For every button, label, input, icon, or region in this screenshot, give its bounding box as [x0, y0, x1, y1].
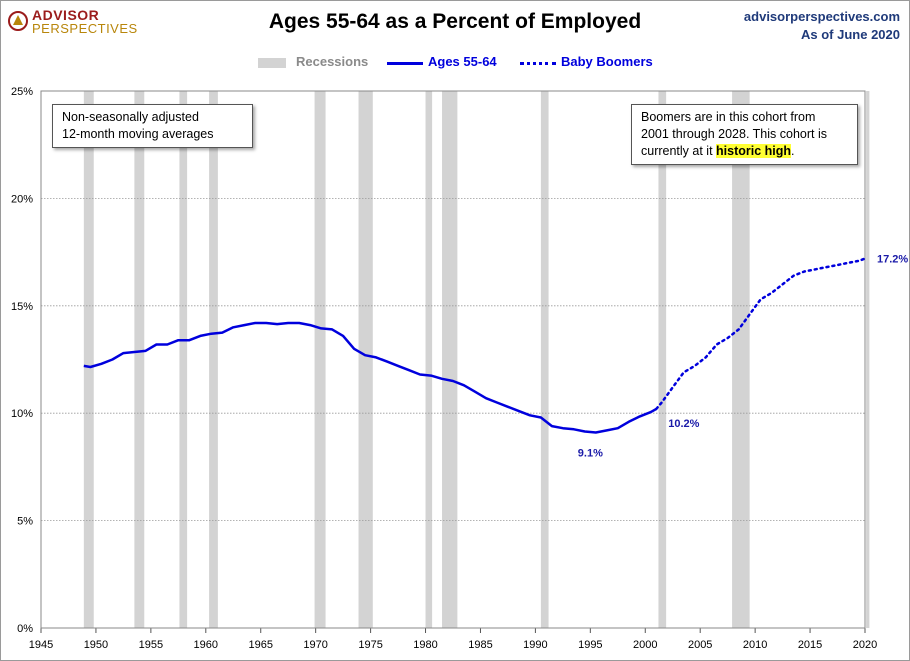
x-tick-label: 1970 [303, 639, 327, 651]
recession-band-7 [442, 91, 458, 628]
note-right-line3-post: . [791, 144, 795, 158]
legend-label-recessions: Recessions [296, 54, 369, 69]
y-tick-label: 20% [11, 193, 33, 205]
x-tick-label: 2020 [853, 639, 877, 651]
y-tick-label: 15% [11, 301, 33, 313]
source-info: advisorperspectives.com As of June 2020 [744, 8, 900, 44]
source-site: advisorperspectives.com [743, 9, 900, 24]
x-tick-label: 1960 [194, 639, 218, 651]
note-right-line3: currently at it historic high. [641, 143, 848, 160]
x-tick-label: 1955 [139, 639, 163, 651]
series-line-baby-boomers [655, 257, 867, 411]
recession-band-1 [134, 91, 145, 628]
recession-band-3 [209, 91, 218, 628]
note-right-line1: Boomers are in this cohort from [641, 110, 816, 124]
x-tick-label: 2010 [743, 639, 767, 651]
note-box-right: Boomers are in this cohort from 2001 thr… [631, 104, 858, 165]
y-tick-label: 5% [17, 516, 33, 528]
recession-band-11 [866, 91, 870, 628]
series-line-ages-55-64 [83, 321, 657, 434]
note-right-line3-pre: currently at it [641, 144, 717, 158]
legend-label-ages: Ages 55-64 [428, 54, 497, 69]
chart-title: Ages 55-64 as a Percent of Employed [268, 10, 642, 33]
x-tick-label: 1980 [413, 639, 437, 651]
x-tick-label: 2015 [798, 639, 822, 651]
y-tick-label: 0% [17, 623, 33, 635]
x-tick-label: 1990 [523, 639, 547, 651]
legend-swatch-ages [387, 62, 423, 65]
logo-line1: ADVISOR [32, 7, 100, 23]
recession-band-0 [83, 91, 94, 628]
y-tick-label: 25% [11, 86, 33, 98]
logo-line2: PERSPECTIVES [32, 21, 138, 36]
x-tick-label: 1985 [468, 639, 492, 651]
recession-band-9 [658, 91, 667, 628]
legend: Recessions Ages 55-64 Baby Boomers [0, 54, 910, 72]
x-tick-label: 2000 [633, 639, 657, 651]
legend-swatch-recessions [258, 58, 286, 68]
data-label: 17.2% [877, 254, 908, 266]
data-label: 10.2% [668, 418, 699, 430]
note-left-line2: 12-month moving averages [62, 127, 214, 141]
x-tick-label: 1945 [29, 639, 53, 651]
as-of-date: As of June 2020 [801, 27, 900, 42]
x-tick-label: 2005 [688, 639, 712, 651]
recession-band-8 [540, 91, 549, 628]
data-label: 9.1% [578, 448, 603, 460]
recession-band-10 [732, 91, 750, 628]
x-tick-label: 1965 [248, 639, 272, 651]
x-tick-label: 1950 [84, 639, 108, 651]
legend-label-boomers: Baby Boomers [561, 54, 653, 69]
logo-icon [8, 11, 28, 31]
x-tick-label: 1995 [578, 639, 602, 651]
y-tick-label: 10% [11, 408, 33, 420]
note-left-line1: Non-seasonally adjusted [62, 110, 199, 124]
legend-swatch-boomers [520, 62, 556, 65]
plot-area-border [40, 90, 866, 629]
note-right-line2: 2001 through 2028. This cohort is [641, 127, 828, 141]
recession-band-2 [179, 91, 188, 628]
historic-high-highlight: historic high [716, 144, 792, 158]
note-box-left: Non-seasonally adjusted 12-month moving … [52, 104, 253, 148]
recession-band-5 [358, 91, 373, 628]
x-tick-label: 1975 [358, 639, 382, 651]
recession-band-4 [314, 91, 326, 628]
recession-band-6 [425, 91, 433, 628]
